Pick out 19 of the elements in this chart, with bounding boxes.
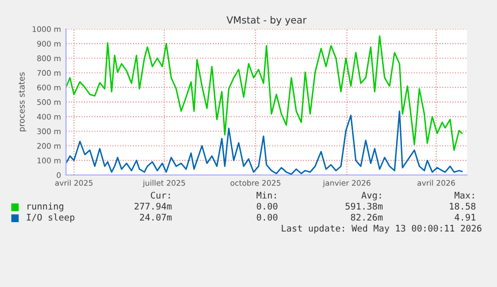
text: 82.26m bbox=[350, 214, 383, 221]
legend-label: running bbox=[28, 202, 64, 212]
text: 18.58 bbox=[450, 202, 476, 210]
chart-title: VMstat - by year bbox=[226, 16, 307, 26]
text: 277.94m bbox=[134, 202, 172, 210]
text: Avg: bbox=[361, 192, 381, 200]
text: Max: bbox=[454, 192, 474, 199]
text: 0.00 bbox=[256, 202, 278, 210]
line-series bbox=[66, 35, 463, 151]
line-series bbox=[66, 110, 463, 175]
y-axis-title: process states bbox=[18, 72, 26, 132]
text: Last update: Wed May 13 00:00:11 2026 bbox=[282, 224, 482, 234]
text: 0.00 bbox=[256, 214, 278, 221]
text: Min: bbox=[256, 192, 276, 199]
text: 4.91 bbox=[454, 214, 476, 221]
text: 591.38m bbox=[346, 202, 383, 210]
text: 24.07m bbox=[140, 214, 172, 221]
text: Cur: bbox=[150, 192, 170, 199]
legend-label: I/O sleep bbox=[26, 214, 74, 222]
